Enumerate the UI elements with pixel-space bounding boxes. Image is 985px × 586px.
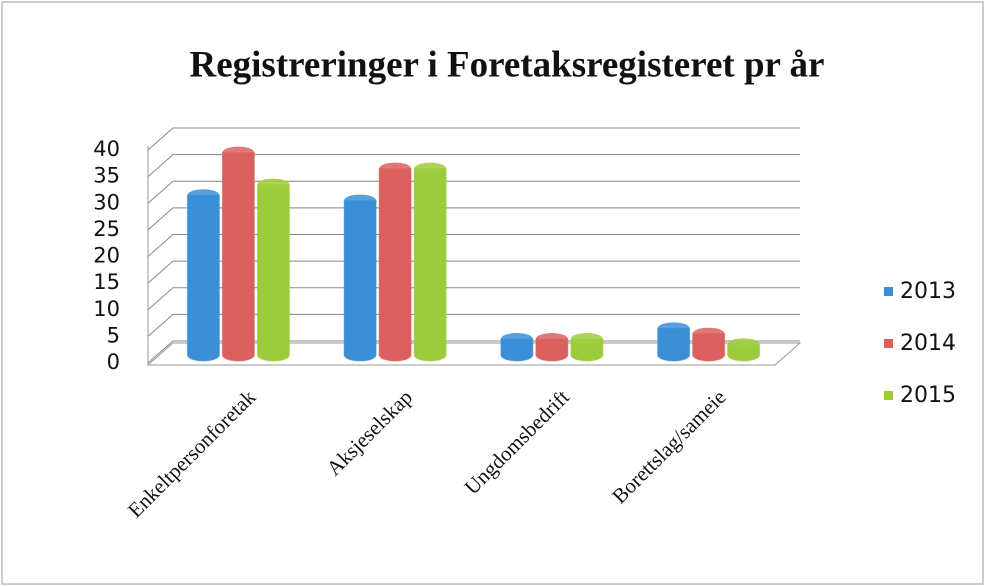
bar-top xyxy=(535,333,568,346)
bar xyxy=(500,338,534,362)
bar-top xyxy=(500,333,533,346)
plot-floor xyxy=(146,342,802,366)
y-tick-label: 40 xyxy=(93,137,120,161)
bar-top xyxy=(570,333,603,346)
y-tick-label: 30 xyxy=(93,190,120,214)
grid-line xyxy=(147,287,800,311)
grid-line xyxy=(147,313,800,337)
grid-line xyxy=(147,180,800,204)
y-tick-label: 35 xyxy=(93,164,120,188)
grid-line xyxy=(147,234,800,257)
bar xyxy=(570,338,604,362)
legend-label: 2013 xyxy=(900,279,956,304)
bar-top xyxy=(692,327,725,340)
bar-top xyxy=(379,162,412,175)
bar xyxy=(343,200,377,362)
grid-line xyxy=(147,260,800,284)
bar xyxy=(413,168,447,362)
bar xyxy=(657,327,691,362)
bar xyxy=(535,338,569,362)
legend-label: 2015 xyxy=(900,383,956,408)
bar xyxy=(186,194,220,362)
bar-top xyxy=(344,194,377,207)
bar xyxy=(221,152,255,362)
legend-label: 2014 xyxy=(900,331,956,356)
y-tick-label: 10 xyxy=(93,297,120,321)
bar-top xyxy=(222,146,255,159)
y-tick-label: 25 xyxy=(93,217,120,241)
grid-line xyxy=(147,127,800,151)
chart-title: Registreringer i Foretaksregisteret pr å… xyxy=(190,44,825,85)
grid-line xyxy=(147,207,800,231)
bar xyxy=(378,168,412,362)
y-tick-label: 15 xyxy=(93,270,120,294)
bar xyxy=(256,184,290,362)
bar-top xyxy=(657,322,690,335)
legend-marker xyxy=(884,391,893,400)
legend-marker xyxy=(884,339,893,348)
bar xyxy=(692,333,726,362)
bar-top xyxy=(727,338,760,351)
y-tick-label: 20 xyxy=(93,244,120,268)
grid-line xyxy=(147,154,800,178)
y-tick-label: 0 xyxy=(107,350,120,374)
bar-top xyxy=(414,162,447,175)
y-tick-label: 5 xyxy=(107,323,120,347)
bar-top xyxy=(257,178,290,191)
legend-marker xyxy=(884,287,893,296)
bar-top xyxy=(187,189,220,202)
